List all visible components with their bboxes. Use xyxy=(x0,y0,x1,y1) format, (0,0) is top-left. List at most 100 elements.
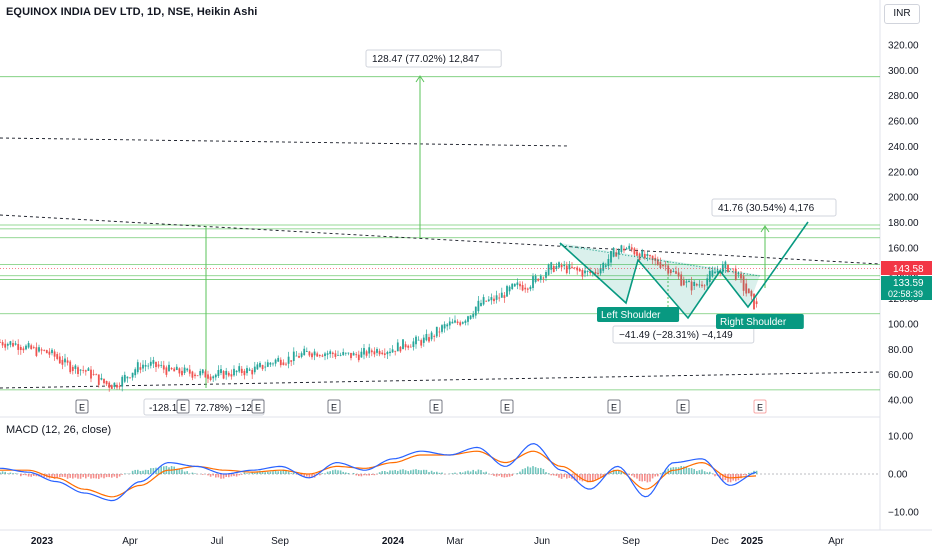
candle-body xyxy=(656,259,659,265)
candle-body xyxy=(110,385,113,389)
candle-body xyxy=(599,268,602,274)
macd-bar xyxy=(183,471,186,474)
macd-bar xyxy=(285,470,287,474)
macd-bar xyxy=(651,474,654,479)
macd-bar xyxy=(12,473,14,474)
candle-body xyxy=(357,354,360,361)
candle-body xyxy=(383,353,386,355)
earnings-marker-label: E xyxy=(331,403,337,413)
y-tick-label: 60.00 xyxy=(888,370,913,381)
macd-bar xyxy=(261,472,264,474)
candle-body xyxy=(690,281,693,291)
candle-body xyxy=(597,272,599,274)
macd-bar xyxy=(659,473,662,474)
x-tick-label: Jul xyxy=(211,536,224,547)
trendline-resistance xyxy=(0,137,569,147)
macd-bar xyxy=(61,474,64,477)
macd-bar xyxy=(87,474,90,477)
candle-body xyxy=(45,350,48,354)
macd-bar xyxy=(35,474,38,477)
macd-label[interactable]: MACD (12, 26, close) xyxy=(6,424,112,436)
candle-body xyxy=(467,316,469,322)
candle-body xyxy=(589,271,592,274)
candle-body xyxy=(64,358,66,363)
macd-bar xyxy=(618,470,620,474)
candle-body xyxy=(165,367,168,375)
candle-body xyxy=(131,372,134,378)
earnings-marker xyxy=(500,399,514,414)
candle-body xyxy=(448,321,451,326)
macd-bar xyxy=(243,472,246,474)
macd-bar xyxy=(740,474,742,479)
candle-body xyxy=(391,349,394,353)
candle-body xyxy=(74,365,77,369)
candle-body xyxy=(409,346,412,348)
candle-body xyxy=(58,356,61,364)
y-tick-label: 260.00 xyxy=(888,117,919,128)
candle-body xyxy=(316,353,319,357)
macd-bar xyxy=(508,474,511,477)
candle-body xyxy=(183,367,186,374)
macd-bar xyxy=(202,474,204,475)
macd-bar xyxy=(30,474,32,477)
candle-body xyxy=(201,369,204,374)
candle-body xyxy=(160,365,163,366)
earnings-marker xyxy=(429,399,443,414)
candle-body xyxy=(217,370,220,377)
macd-bar xyxy=(706,472,708,474)
macd-bar xyxy=(631,474,633,476)
macd-bar xyxy=(472,469,474,474)
candle-body xyxy=(495,295,498,300)
macd-bar xyxy=(90,474,92,479)
currency-selector[interactable]: INR xyxy=(884,4,920,24)
macd-bar xyxy=(142,470,144,474)
macd-bar xyxy=(644,474,646,482)
candle-body xyxy=(238,366,241,372)
macd-bar xyxy=(415,469,417,474)
macd-bar xyxy=(423,469,425,474)
candle-body xyxy=(118,386,121,388)
candle-body xyxy=(261,364,264,370)
macd-bar xyxy=(334,469,337,474)
candle-body xyxy=(404,344,407,348)
candle-body xyxy=(331,352,334,355)
macd-bar xyxy=(719,474,721,478)
candle-body xyxy=(256,364,259,370)
candle-body xyxy=(732,268,735,270)
macd-bar xyxy=(493,474,495,476)
macd-bar xyxy=(103,474,105,479)
candle-body xyxy=(92,374,95,375)
macd-bar xyxy=(277,471,279,474)
candle-body xyxy=(61,359,64,365)
candle-body xyxy=(513,283,516,287)
macd-bar xyxy=(160,466,162,474)
macd-bar xyxy=(641,474,643,482)
candle-body xyxy=(389,351,391,354)
macd-bar xyxy=(363,474,365,476)
macd-bar xyxy=(254,472,256,474)
macd-bar xyxy=(433,472,435,474)
earnings-marker-label: E xyxy=(79,403,85,413)
earnings-marker xyxy=(753,399,767,414)
candle-body xyxy=(451,321,454,324)
macd-bar xyxy=(342,471,344,474)
macd-bar xyxy=(501,474,503,478)
candle-body xyxy=(53,351,56,357)
candle-body xyxy=(17,344,20,350)
macd-bar xyxy=(358,474,360,477)
macd-bar xyxy=(550,474,552,476)
macd-bar xyxy=(690,468,693,474)
candle-body xyxy=(272,363,274,365)
candle-body xyxy=(43,350,46,351)
x-tick-label: Sep xyxy=(622,536,640,547)
candle-body xyxy=(305,351,308,352)
candle-body xyxy=(415,336,417,345)
macd-bar xyxy=(186,471,188,474)
macd-bar xyxy=(477,469,480,474)
macd-bar xyxy=(638,474,641,482)
macd-bar xyxy=(293,472,295,474)
candle-body xyxy=(737,273,740,275)
candle-body xyxy=(376,349,378,353)
macd-bar xyxy=(464,471,467,474)
